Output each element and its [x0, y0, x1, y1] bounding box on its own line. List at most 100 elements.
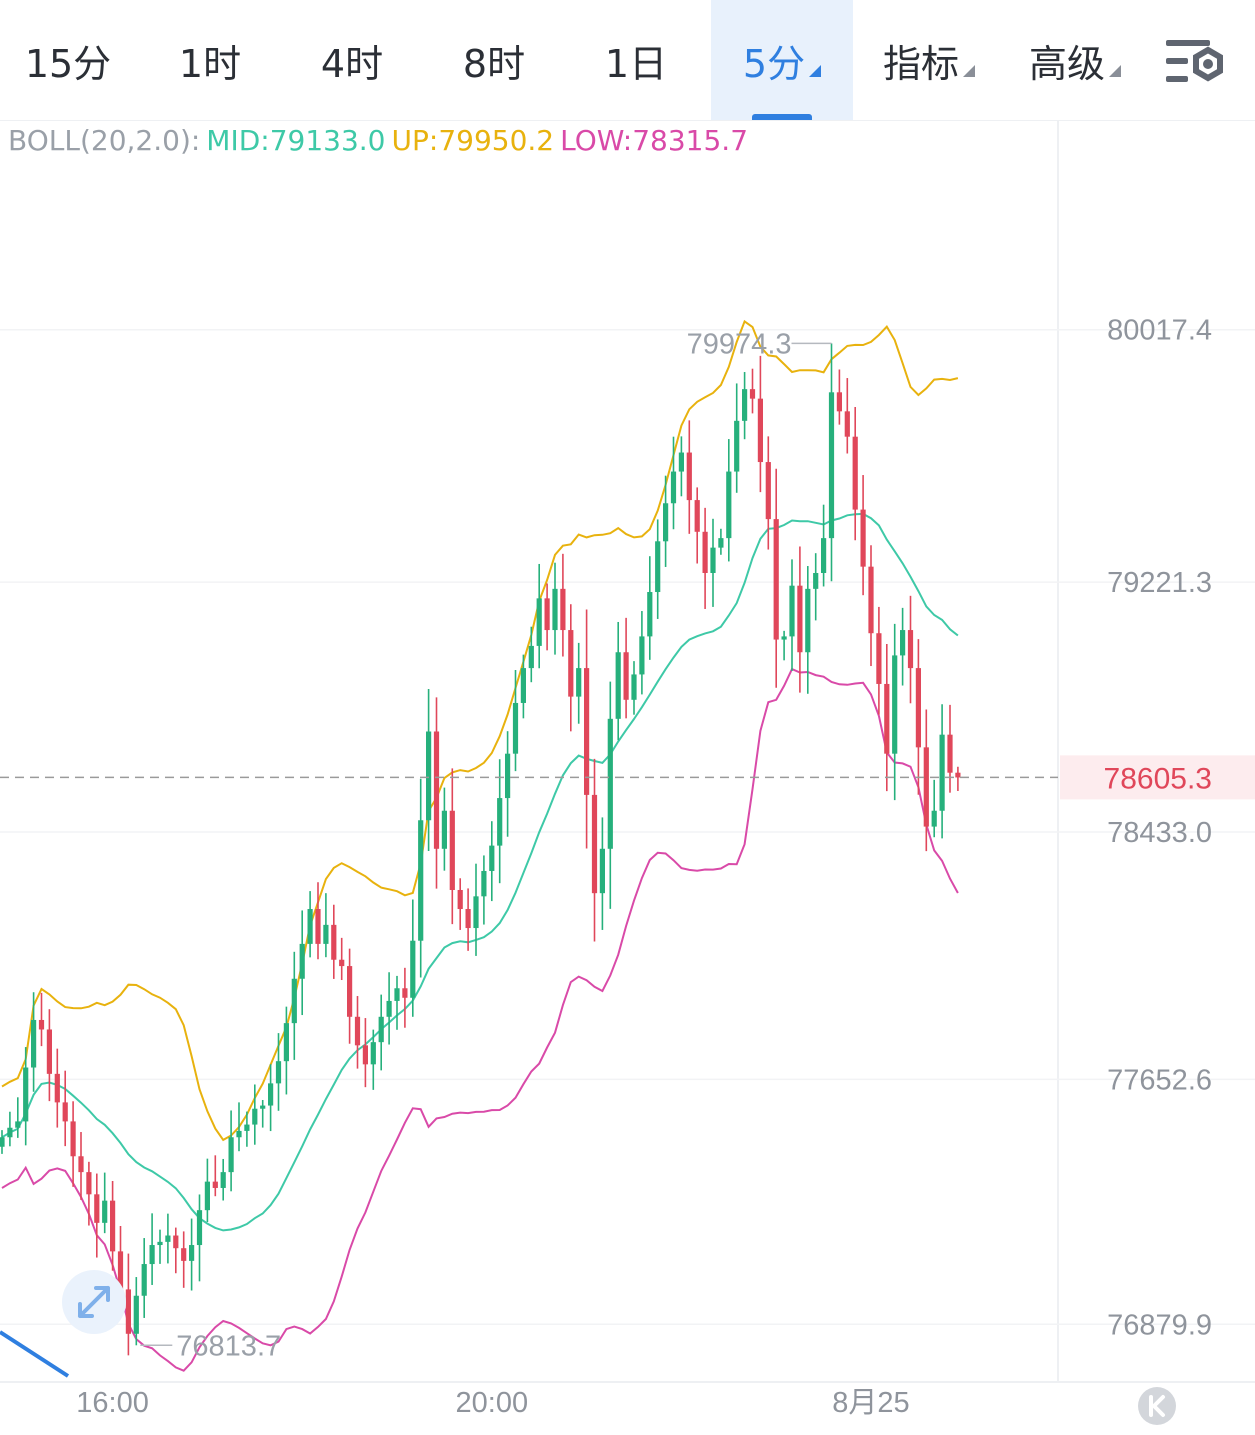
candle-body — [212, 1181, 218, 1188]
candle-body — [378, 1016, 384, 1043]
candle — [465, 888, 471, 951]
tab-advanced-dropdown[interactable]: 高级 — [1004, 0, 1146, 120]
candle — [536, 563, 542, 669]
candle — [173, 1227, 179, 1274]
drawn-trend-line[interactable] — [0, 1330, 70, 1378]
x-tick-label: 8月25 — [832, 1387, 909, 1419]
candle — [821, 504, 827, 587]
candle-body — [141, 1264, 147, 1296]
candle — [86, 1161, 92, 1226]
tab-indicators-dropdown[interactable]: 指标 — [858, 0, 1000, 120]
candle — [189, 1218, 195, 1291]
candle-body — [710, 547, 716, 573]
expand-arrows-icon[interactable] — [62, 1270, 126, 1334]
candle — [62, 1070, 68, 1147]
candle-body — [528, 645, 534, 669]
candle-body — [734, 420, 740, 472]
candle-body — [394, 988, 400, 1001]
scroll-to-latest-icon[interactable] — [1138, 1387, 1176, 1425]
tab-8h[interactable]: 8时 — [462, 41, 526, 86]
x-tick-label: 20:00 — [456, 1387, 529, 1419]
tab-1h[interactable]: 1时 — [178, 41, 242, 86]
candle — [781, 630, 787, 661]
candle-body — [821, 538, 827, 573]
candle-body — [584, 668, 590, 795]
candle — [734, 383, 740, 493]
candle-body — [354, 1016, 361, 1046]
candle-body — [15, 1121, 21, 1128]
candle-body — [876, 633, 882, 684]
candle-body — [173, 1235, 179, 1249]
candle — [860, 475, 866, 596]
candle — [252, 1084, 258, 1145]
max-price-label: 79974.3 — [687, 328, 792, 360]
candle-body — [552, 588, 558, 631]
candle — [149, 1213, 155, 1285]
candle-body — [915, 668, 921, 748]
candle-body — [828, 392, 835, 539]
candle — [386, 972, 392, 1045]
tab-1d[interactable]: 1日 — [604, 41, 668, 86]
candle — [46, 1009, 52, 1102]
tab-5m-dropdown[interactable]: 5分 — [711, 0, 853, 120]
candle — [512, 669, 519, 772]
candle — [275, 1033, 282, 1111]
candle-body — [670, 471, 677, 504]
tab-15m[interactable]: 15分 — [24, 41, 112, 86]
candle — [70, 1101, 76, 1187]
candle — [584, 609, 590, 849]
candle — [433, 697, 440, 889]
candle-body — [110, 1200, 116, 1252]
candle-body — [339, 959, 345, 967]
candle — [844, 378, 850, 454]
candle — [647, 556, 653, 660]
candle — [418, 778, 424, 978]
candle-body — [765, 462, 771, 520]
dropdown-caret-icon — [963, 65, 975, 77]
candle — [196, 1194, 203, 1282]
candle — [102, 1172, 108, 1234]
candle — [378, 994, 384, 1071]
candle-body — [647, 592, 653, 637]
candle — [520, 654, 526, 719]
candle — [426, 689, 432, 852]
candle-body — [868, 566, 874, 634]
candle-body — [489, 845, 495, 871]
candle-body — [426, 731, 432, 821]
candle — [299, 910, 305, 1016]
candle-body — [702, 531, 708, 573]
candle-body — [315, 909, 321, 944]
candle — [568, 604, 574, 732]
candlestick-chart[interactable]: 78605.3 79974.3 76813.7 80017.4 79221.3 7843… — [0, 120, 1255, 1435]
candle — [907, 595, 914, 704]
candle-body — [568, 630, 574, 697]
candle-body — [78, 1156, 84, 1173]
candle — [560, 553, 566, 657]
candle-body — [536, 598, 542, 646]
time-axis: 16:00 20:00 8月25 — [76, 1387, 909, 1419]
candle — [481, 855, 487, 925]
current-price-tag — [1060, 755, 1255, 800]
candle — [54, 1048, 60, 1128]
candle-body — [54, 1073, 60, 1103]
candle-body — [441, 810, 447, 849]
candle-body — [23, 1067, 29, 1122]
candle-body — [244, 1124, 250, 1131]
candle — [354, 996, 361, 1069]
candle-body — [157, 1241, 163, 1246]
candle-body — [757, 398, 763, 463]
tab-4h[interactable]: 4时 — [320, 41, 384, 86]
candle-body — [86, 1172, 92, 1195]
candle — [291, 951, 297, 1060]
y-tick-label: 76879.9 — [1107, 1309, 1212, 1341]
candle-body — [7, 1127, 13, 1138]
y-tick-label: 77652.6 — [1107, 1064, 1212, 1096]
candle — [947, 704, 953, 793]
candle — [38, 992, 45, 1047]
candle-body — [275, 1061, 282, 1084]
chart-settings-icon[interactable] — [1162, 34, 1226, 90]
candle-body — [204, 1181, 210, 1211]
bollinger-bands — [1, 319, 959, 1372]
candle-body — [663, 503, 669, 542]
candle-body — [789, 585, 795, 637]
